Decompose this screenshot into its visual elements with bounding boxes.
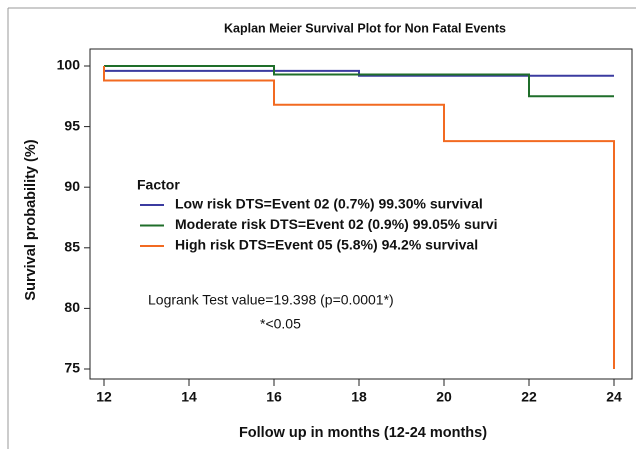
y-tick-label: 95 [64,117,80,133]
plot-frame [89,48,633,380]
chart-title: Kaplan Meier Survival Plot for Non Fatal… [224,21,506,35]
x-tick-label: 24 [606,389,622,405]
x-tick-label: 18 [351,389,367,405]
y-tick-label: 100 [57,57,81,73]
legend-label: Low risk DTS=Event 02 (0.7%) 99.30% surv… [175,196,483,212]
y-tick-label: 80 [64,299,80,315]
y-tick-label: 75 [64,360,80,376]
legend-title: Factor [137,177,180,193]
x-tick-label: 12 [96,389,112,405]
annotation: Logrank Test value=19.398 (p=0.0001*) [148,292,394,308]
survival-curve [104,65,614,98]
y-axis-label: Survival probability (%) [23,139,39,300]
x-tick-label: 16 [266,389,282,405]
legend-label: High risk DTS=Event 05 (5.8%) 94.2% surv… [175,237,478,253]
annotation: *<0.05 [260,316,301,332]
y-tick-label: 90 [64,178,80,194]
legend-label: Moderate risk DTS=Event 02 (0.9%) 99.05%… [175,216,498,232]
x-tick-label: 22 [521,389,537,405]
x-tick-label: 20 [436,389,452,405]
survival-curve [103,66,615,369]
x-tick-label: 14 [181,389,197,405]
survival-curve [104,69,614,77]
x-axis-label: Follow up in months (12-24 months) [239,425,487,441]
y-tick-label: 85 [64,239,80,255]
